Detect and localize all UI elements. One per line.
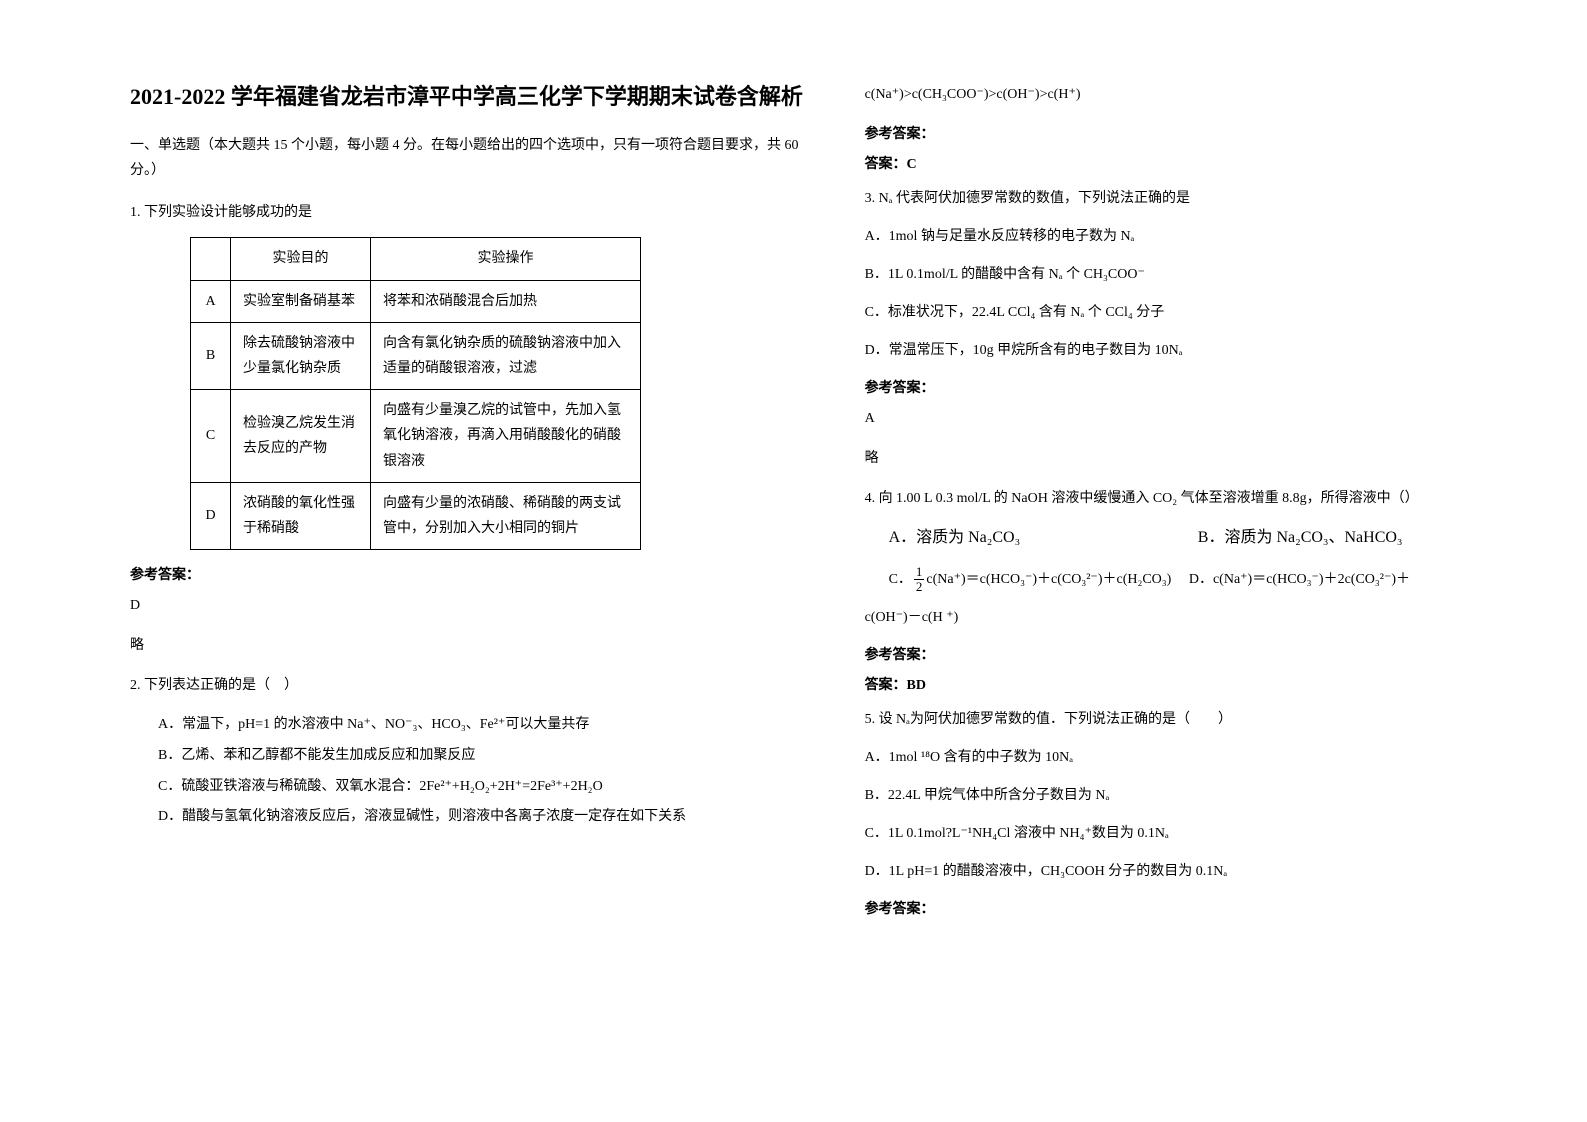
row-purpose: 实验室制备硝基苯 (231, 280, 371, 322)
q4-row1: A．溶质为 Na₂CO₃ B．溶质为 Na₂CO₃、NaHCO₃ (865, 523, 1507, 547)
q2-optB: B．乙烯、苯和乙醇都不能发生加成反应和加聚反应 (130, 741, 805, 772)
row-op: 向含有氯化钠杂质的硫酸钠溶液中加入适量的硝酸银溶液，过滤 (371, 322, 641, 389)
table-h2: 实验操作 (371, 238, 641, 280)
q4-answer: 答案：BD (865, 672, 1507, 700)
q4-optB: B．溶质为 Na₂CO₃、NaHCO₃ (1198, 523, 1507, 547)
q3-answer-label: 参考答案： (865, 377, 1507, 397)
row-label: A (191, 280, 231, 322)
q3-answer: A (865, 405, 1507, 433)
q2-optA: A．常温下，pH=1 的水溶液中 Na⁺、NO⁻₃、HCO₃、Fe²⁺可以大量共… (130, 710, 805, 741)
q4-row2: C．12c(Na⁺)＝c(HCO₃⁻)＋c(CO₃²⁻)＋c(H₂CO₃) D．… (865, 565, 1507, 595)
q3-optD: D．常温常压下，10g 甲烷所含有的电子数目为 10Nₐ (865, 337, 1507, 365)
q1-stem: 1. 下列实验设计能够成功的是 (130, 199, 805, 227)
q2-stem: 2. 下列表达正确的是（ ） (130, 672, 805, 700)
table-corner (191, 238, 231, 280)
frac-num: 1 (914, 565, 925, 580)
q3-optB: B．1L 0.1mol/L 的醋酸中含有 Nₐ 个 CH₃COO⁻ (865, 261, 1507, 289)
fraction-half: 12 (914, 565, 925, 595)
q5-answer-label: 参考答案： (865, 898, 1507, 918)
q3-optC: C．标准状况下，22.4L CCl₄ 含有 Nₐ 个 CCl₄ 分子 (865, 299, 1507, 327)
row-op: 将苯和浓硝酸混合后加热 (371, 280, 641, 322)
table-row: D 浓硝酸的氧化性强于稀硝酸 向盛有少量的浓硝酸、稀硝酸的两支试管中，分别加入大… (191, 482, 641, 549)
right-column: c(Na⁺)>c(CH₃COO⁻)>c(OH⁻)>c(H⁺) 参考答案： 答案：… (835, 80, 1537, 1082)
table-row: C 检验溴乙烷发生消去反应的产物 向盛有少量溴乙烷的试管中，先加入氢氧化钠溶液，… (191, 390, 641, 483)
row-op: 向盛有少量溴乙烷的试管中，先加入氢氧化钠溶液，再滴入用硝酸酸化的硝酸银溶液 (371, 390, 641, 483)
section-intro: 一、单选题（本大题共 15 个小题，每小题 4 分。在每小题给出的四个选项中，只… (130, 133, 805, 183)
table-row: B 除去硫酸钠溶液中少量氯化钠杂质 向含有氯化钠杂质的硫酸钠溶液中加入适量的硝酸… (191, 322, 641, 389)
q1-answer: D (130, 592, 805, 620)
q1-answer-label: 参考答案： (130, 564, 805, 584)
q4-optC-pre: C． (889, 572, 912, 587)
row-purpose: 除去硫酸钠溶液中少量氯化钠杂质 (231, 322, 371, 389)
q2-answer: 答案：C (865, 151, 1507, 179)
q5-optB: B．22.4L 甲烷气体中所含分子数目为 Nₐ (865, 782, 1507, 810)
q4-answer-label: 参考答案： (865, 644, 1507, 664)
q3-stem: 3. Nₐ 代表阿伏加德罗常数的数值，下列说法正确的是 (865, 185, 1507, 213)
row-label: D (191, 482, 231, 549)
table-row: A 实验室制备硝基苯 将苯和浓硝酸混合后加热 (191, 280, 641, 322)
row-label: B (191, 322, 231, 389)
q4-stem: 4. 向 1.00 L 0.3 mol/L 的 NaOH 溶液中缓慢通入 CO₂… (865, 485, 1507, 513)
q4-optC-post: c(Na⁺)＝c(HCO₃⁻)＋c(CO₃²⁻)＋c(H₂CO₃) (926, 572, 1171, 587)
row-purpose: 检验溴乙烷发生消去反应的产物 (231, 390, 371, 483)
q1-note: 略 (130, 632, 805, 660)
q1-table: 实验目的 实验操作 A 实验室制备硝基苯 将苯和浓硝酸混合后加热 B 除去硫酸钠… (190, 237, 641, 550)
table-h1: 实验目的 (231, 238, 371, 280)
exam-title: 2021-2022 学年福建省龙岩市漳平中学高三化学下学期期末试卷含解析 (130, 80, 805, 113)
row-label: C (191, 390, 231, 483)
row-purpose: 浓硝酸的氧化性强于稀硝酸 (231, 482, 371, 549)
q2-answer-label: 参考答案： (865, 123, 1507, 143)
row-op: 向盛有少量的浓硝酸、稀硝酸的两支试管中，分别加入大小相同的铜片 (371, 482, 641, 549)
q3-note: 略 (865, 445, 1507, 473)
left-column: 2021-2022 学年福建省龙岩市漳平中学高三化学下学期期末试卷含解析 一、单… (100, 80, 835, 1082)
q2-optC: C．硫酸亚铁溶液与稀硫酸、双氧水混合：2Fe²⁺+H₂O₂+2H⁺=2Fe³⁺+… (130, 772, 805, 803)
frac-den: 2 (914, 580, 925, 594)
q4-optD: D．c(Na⁺)＝c(HCO₃⁻)＋2c(CO₃²⁻)＋ (1189, 572, 1410, 587)
q5-optD: D．1L pH=1 的醋酸溶液中，CH₃COOH 分子的数目为 0.1Nₐ (865, 858, 1507, 886)
q4-optD-cont: c(OH⁻)－c(H ⁺) (865, 604, 1507, 632)
q4-optA: A．溶质为 Na₂CO₃ (889, 523, 1198, 547)
q5-optA: A．1mol ¹⁸O 含有的中子数为 10Nₐ (865, 744, 1507, 772)
q2-optD-cont: c(Na⁺)>c(CH₃COO⁻)>c(OH⁻)>c(H⁺) (865, 80, 1507, 111)
q5-optC: C．1L 0.1mol?L⁻¹NH₄Cl 溶液中 NH₄⁺数目为 0.1Nₐ (865, 820, 1507, 848)
q5-stem: 5. 设 Nₐ为阿伏加德罗常数的值．下列说法正确的是（ ） (865, 706, 1507, 734)
q2-optD: D．醋酸与氢氧化钠溶液反应后，溶液显碱性，则溶液中各离子浓度一定存在如下关系 (130, 802, 805, 833)
q3-optA: A．1mol 钠与足量水反应转移的电子数为 Nₐ (865, 223, 1507, 251)
